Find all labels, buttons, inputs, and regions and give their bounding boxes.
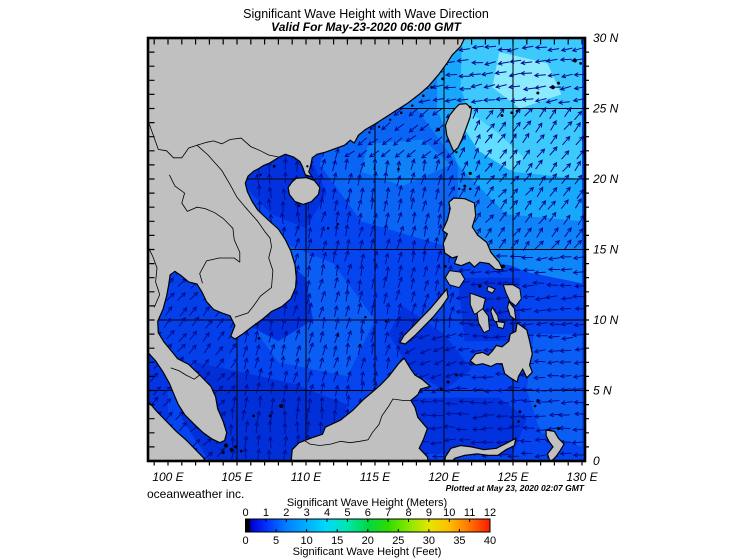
colorbar-title-meters: Significant Wave Height (Meters) (287, 497, 447, 509)
colorbar-meter-tick: 5 (344, 507, 350, 519)
colorbar-legend: 0 1 2 3 4 5 6 7 8 9 10 11 120 5 10 15 20 25 30 35 40 (242, 507, 496, 547)
colorbar-feet-tick: 40 (484, 535, 496, 547)
colorbar-meter-tick: 4 (324, 507, 330, 519)
wave-map (148, 38, 585, 461)
page-title: Significant Wave Height with Wave Direct… (243, 7, 489, 21)
colorbar-feet-tick: 15 (331, 535, 343, 547)
lon-axis-label: 110 E (291, 470, 322, 484)
colorbar-meter-tick: 8 (405, 507, 411, 519)
colorbar-feet-tick: 25 (392, 535, 404, 547)
lat-axis-label: 10 N (593, 313, 619, 327)
colorbar-feet-tick: 5 (273, 535, 279, 547)
colorbar-meter-tick: 3 (304, 507, 310, 519)
lat-axis-label: 0 (593, 454, 600, 468)
lat-axis-label: 5 N (593, 384, 612, 398)
colorbar-meter-tick: 12 (484, 507, 496, 519)
lon-axis-label: 115 E (360, 470, 391, 484)
colorbar-meter-tick: 11 (464, 507, 475, 519)
colorbar-title-feet: Significant Wave Height (Feet) (293, 546, 442, 558)
colorbar-meter-tick: 1 (263, 507, 269, 519)
colorbar-meter-tick: 7 (385, 507, 391, 519)
colorbar-feet-tick: 10 (301, 535, 313, 547)
colorbar-meter-tick: 0 (242, 507, 248, 519)
lon-axis-label: 100 E (152, 470, 184, 484)
lat-axis-label: 20 N (592, 172, 619, 186)
map-axes: 100 E 105 E 110 E 115 E 120 E 125 E 130 E 30 N 2… (146, 31, 619, 484)
lon-axis-label: 130 E (566, 470, 598, 484)
lon-axis-label: 125 E (497, 470, 529, 484)
lat-axis-label: 25 N (592, 102, 619, 116)
plotted-at-text: Plotted at May 23, 2020 02:07 GMT (446, 483, 585, 493)
colorbar-feet-tick: 35 (453, 535, 465, 547)
colorbar-meter-tick: 2 (283, 507, 289, 519)
lat-axis-label: 15 N (593, 243, 619, 257)
lon-axis-label: 105 E (221, 470, 253, 484)
colorbar-feet-tick: 30 (423, 535, 435, 547)
colorbar-feet-tick: 0 (242, 535, 248, 547)
colorbar-meter-tick: 10 (443, 507, 455, 519)
lon-axis-label: 120 E (428, 470, 460, 484)
colorbar-meter-tick: 9 (426, 507, 432, 519)
lat-axis-label: 30 N (593, 31, 619, 45)
credit-text: oceanweather inc. (147, 487, 244, 501)
page-subtitle: Valid For May-23-2020 06:00 GMT (271, 20, 462, 34)
colorbar-feet-tick: 20 (362, 535, 374, 547)
colorbar-meter-tick: 6 (365, 507, 371, 519)
